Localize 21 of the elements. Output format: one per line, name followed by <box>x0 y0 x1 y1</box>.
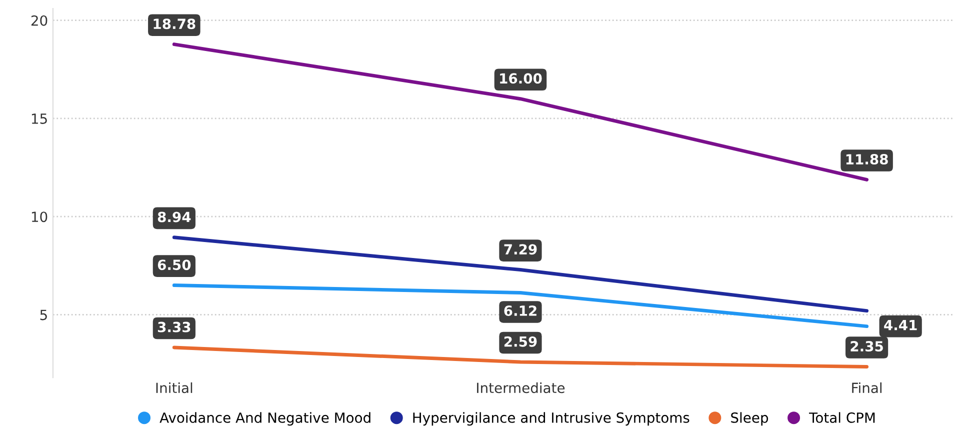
y-tick-label: 15 <box>32 114 47 124</box>
data-label: 16.00 <box>500 73 542 84</box>
data-label: 7.29 <box>504 244 537 255</box>
y-tick-label: 20 <box>31 15 48 26</box>
data-label: 6.50 <box>158 260 191 270</box>
data-label: 8.94 <box>158 212 191 222</box>
data-label: 3.33 <box>158 322 190 332</box>
data-label: 6.12 <box>504 305 536 316</box>
legend-label: Hypervigilance and Intrusive Symptoms <box>413 412 690 426</box>
x-tick-label: Intermediate <box>477 382 565 394</box>
data-label: 2.35 <box>850 341 883 352</box>
data-label: 18.78 <box>154 18 196 30</box>
x-tick-label: Final <box>852 382 882 394</box>
legend-label: Total CPM <box>809 412 875 423</box>
data-label: 2.59 <box>504 336 537 347</box>
y-tick-label: 5 <box>40 310 47 320</box>
legend-label: Sleep <box>731 412 768 426</box>
legend-label: Avoidance And Negative Mood <box>160 412 370 426</box>
x-tick-label: Initial <box>156 382 192 394</box>
data-label: 11.88 <box>846 154 888 165</box>
y-tick-label: 10 <box>32 212 48 222</box>
